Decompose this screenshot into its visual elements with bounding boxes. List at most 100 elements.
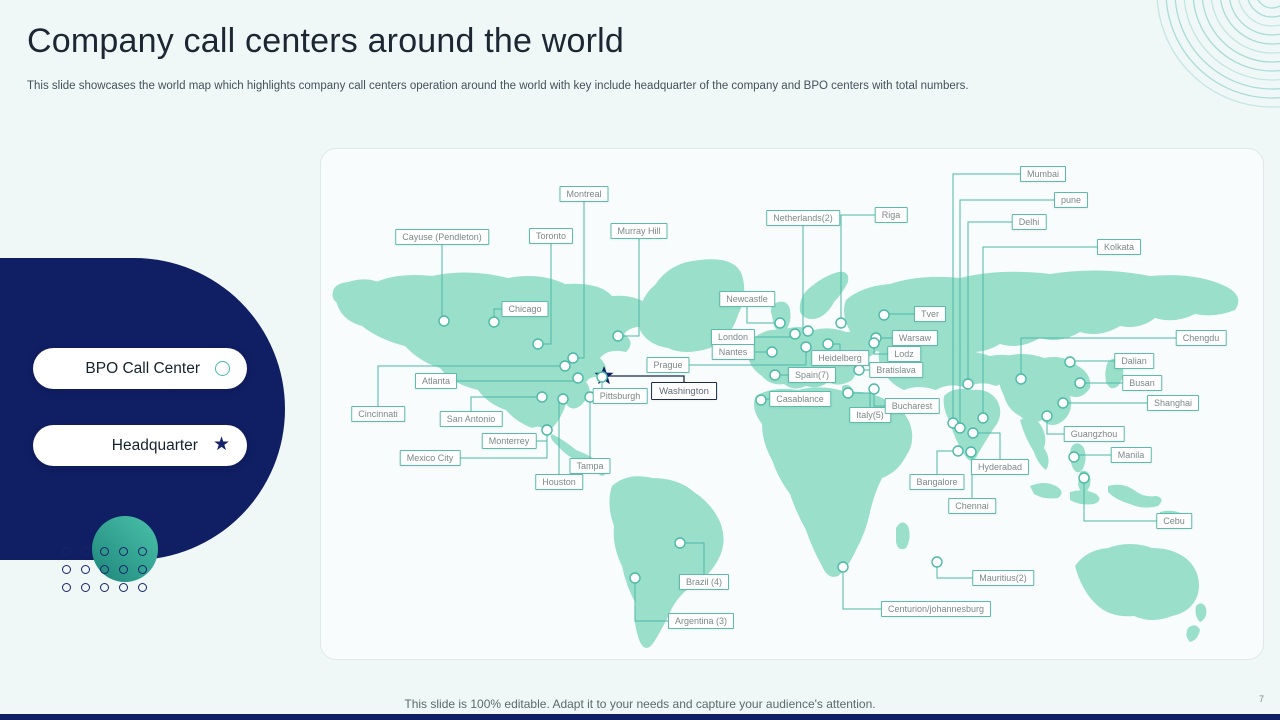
connector-line xyxy=(883,313,930,315)
connector-line xyxy=(436,378,579,382)
connector-line xyxy=(573,194,585,359)
slide-footer-note: This slide is 100% editable. Adapt it to… xyxy=(404,697,876,711)
connector-line xyxy=(967,221,1029,384)
dot-decoration xyxy=(81,565,90,574)
slide-subtitle: This slide showcases the world map which… xyxy=(27,80,969,92)
bpo-circle-marker xyxy=(567,352,579,364)
connector-line xyxy=(1069,360,1134,362)
connector-line xyxy=(680,542,705,582)
bpo-circle-marker xyxy=(977,412,989,424)
bpo-circle-marker xyxy=(438,315,450,327)
connector-line xyxy=(733,334,796,338)
bpo-circle-marker xyxy=(755,394,767,406)
bpo-circle-marker xyxy=(536,391,548,403)
connector-line xyxy=(1046,416,1094,435)
bpo-circle-marker xyxy=(1068,451,1080,463)
connector-line xyxy=(959,199,1071,428)
bpo-circle-marker xyxy=(868,337,880,349)
bpo-circle-marker xyxy=(612,330,624,342)
dot-decoration xyxy=(138,565,147,574)
legend-bpo-call-center: BPO Call Center xyxy=(33,348,247,389)
dot-decoration xyxy=(138,547,147,556)
dot-decoration xyxy=(100,565,109,574)
connector-line xyxy=(634,578,701,622)
connector-line xyxy=(509,430,548,442)
connector-line xyxy=(973,432,1001,467)
bpo-circle-marker xyxy=(837,561,849,573)
connector-line xyxy=(802,218,808,332)
connector-line xyxy=(952,173,1043,423)
dot-decoration xyxy=(81,583,90,592)
connector-line xyxy=(1020,337,1201,379)
bpo-circle-marker xyxy=(1064,356,1076,368)
connector-line xyxy=(840,214,891,323)
bpo-circle-marker xyxy=(931,556,943,568)
dot-decoration xyxy=(62,583,71,592)
bpo-circle-marker xyxy=(557,393,569,405)
bpo-circle-marker xyxy=(541,424,553,436)
dot-decoration xyxy=(62,547,71,556)
connector-line xyxy=(668,347,807,366)
bpo-circle-marker xyxy=(952,445,964,457)
connector-line xyxy=(618,231,640,337)
connector-line xyxy=(936,562,1003,579)
bpo-circle-marker xyxy=(766,346,778,358)
connector-line xyxy=(760,398,800,400)
connector-line xyxy=(430,430,548,459)
dot-decoration xyxy=(100,583,109,592)
bpo-circle-marker xyxy=(1057,397,1069,409)
page-number: 7 xyxy=(1258,694,1264,704)
dot-decoration xyxy=(119,583,128,592)
bpo-circle-marker xyxy=(878,309,890,321)
connector-line xyxy=(538,236,552,345)
bpo-circle-marker xyxy=(596,371,608,383)
connector-line xyxy=(842,567,936,610)
bottom-accent-bar xyxy=(0,714,1280,720)
connector-line xyxy=(936,450,958,482)
bpo-circle-marker xyxy=(962,378,974,390)
legend-headquarter: Headquarter ★ xyxy=(33,425,247,466)
bpo-circle-marker xyxy=(559,360,571,372)
connector-line xyxy=(470,396,542,419)
dot-decoration xyxy=(119,547,128,556)
bpo-circle-marker xyxy=(629,572,641,584)
bpo-circle-marker xyxy=(842,387,854,399)
bpo-circle-marker xyxy=(802,325,814,337)
page-title: Company call centers around the world xyxy=(27,22,625,60)
navy-halfcircle-decoration xyxy=(0,258,285,560)
legend-bpo-label: BPO Call Center xyxy=(85,359,200,377)
connector-line xyxy=(377,365,565,414)
dot-decoration xyxy=(100,547,109,556)
bpo-circle-marker xyxy=(967,427,979,439)
bpo-circle-marker xyxy=(1074,377,1086,389)
bpo-circle-marker xyxy=(584,391,596,403)
connector-line xyxy=(873,389,912,407)
bpo-circle-marker xyxy=(1078,472,1090,484)
dot-decoration xyxy=(119,565,128,574)
concentric-rings-decoration xyxy=(1156,0,1280,108)
connector-line xyxy=(558,398,563,482)
bpo-circle-marker xyxy=(954,422,966,434)
bpo-circle-marker xyxy=(868,383,880,395)
circle-marker-icon xyxy=(215,361,230,376)
connector-line xyxy=(441,237,444,322)
star-icon: ★ xyxy=(212,434,230,455)
connector-line xyxy=(1083,478,1174,522)
bpo-circle-marker xyxy=(572,372,584,384)
dot-decoration xyxy=(62,565,71,574)
bpo-circle-marker xyxy=(532,338,544,350)
bpo-circle-marker xyxy=(488,316,500,328)
legend-headquarter-label: Headquarter xyxy=(111,436,198,454)
dots-pattern-decoration xyxy=(62,547,147,592)
bpo-circle-marker xyxy=(965,446,977,458)
connector-line xyxy=(971,451,973,506)
bpo-circle-marker xyxy=(835,317,847,329)
bpo-circle-marker xyxy=(774,317,786,329)
bpo-circle-marker xyxy=(1015,373,1027,385)
connector-line xyxy=(982,246,1119,418)
bpo-circle-marker xyxy=(674,537,686,549)
bpo-circle-marker xyxy=(822,338,834,350)
connector-line xyxy=(604,375,685,391)
bpo-circle-marker xyxy=(800,341,812,353)
